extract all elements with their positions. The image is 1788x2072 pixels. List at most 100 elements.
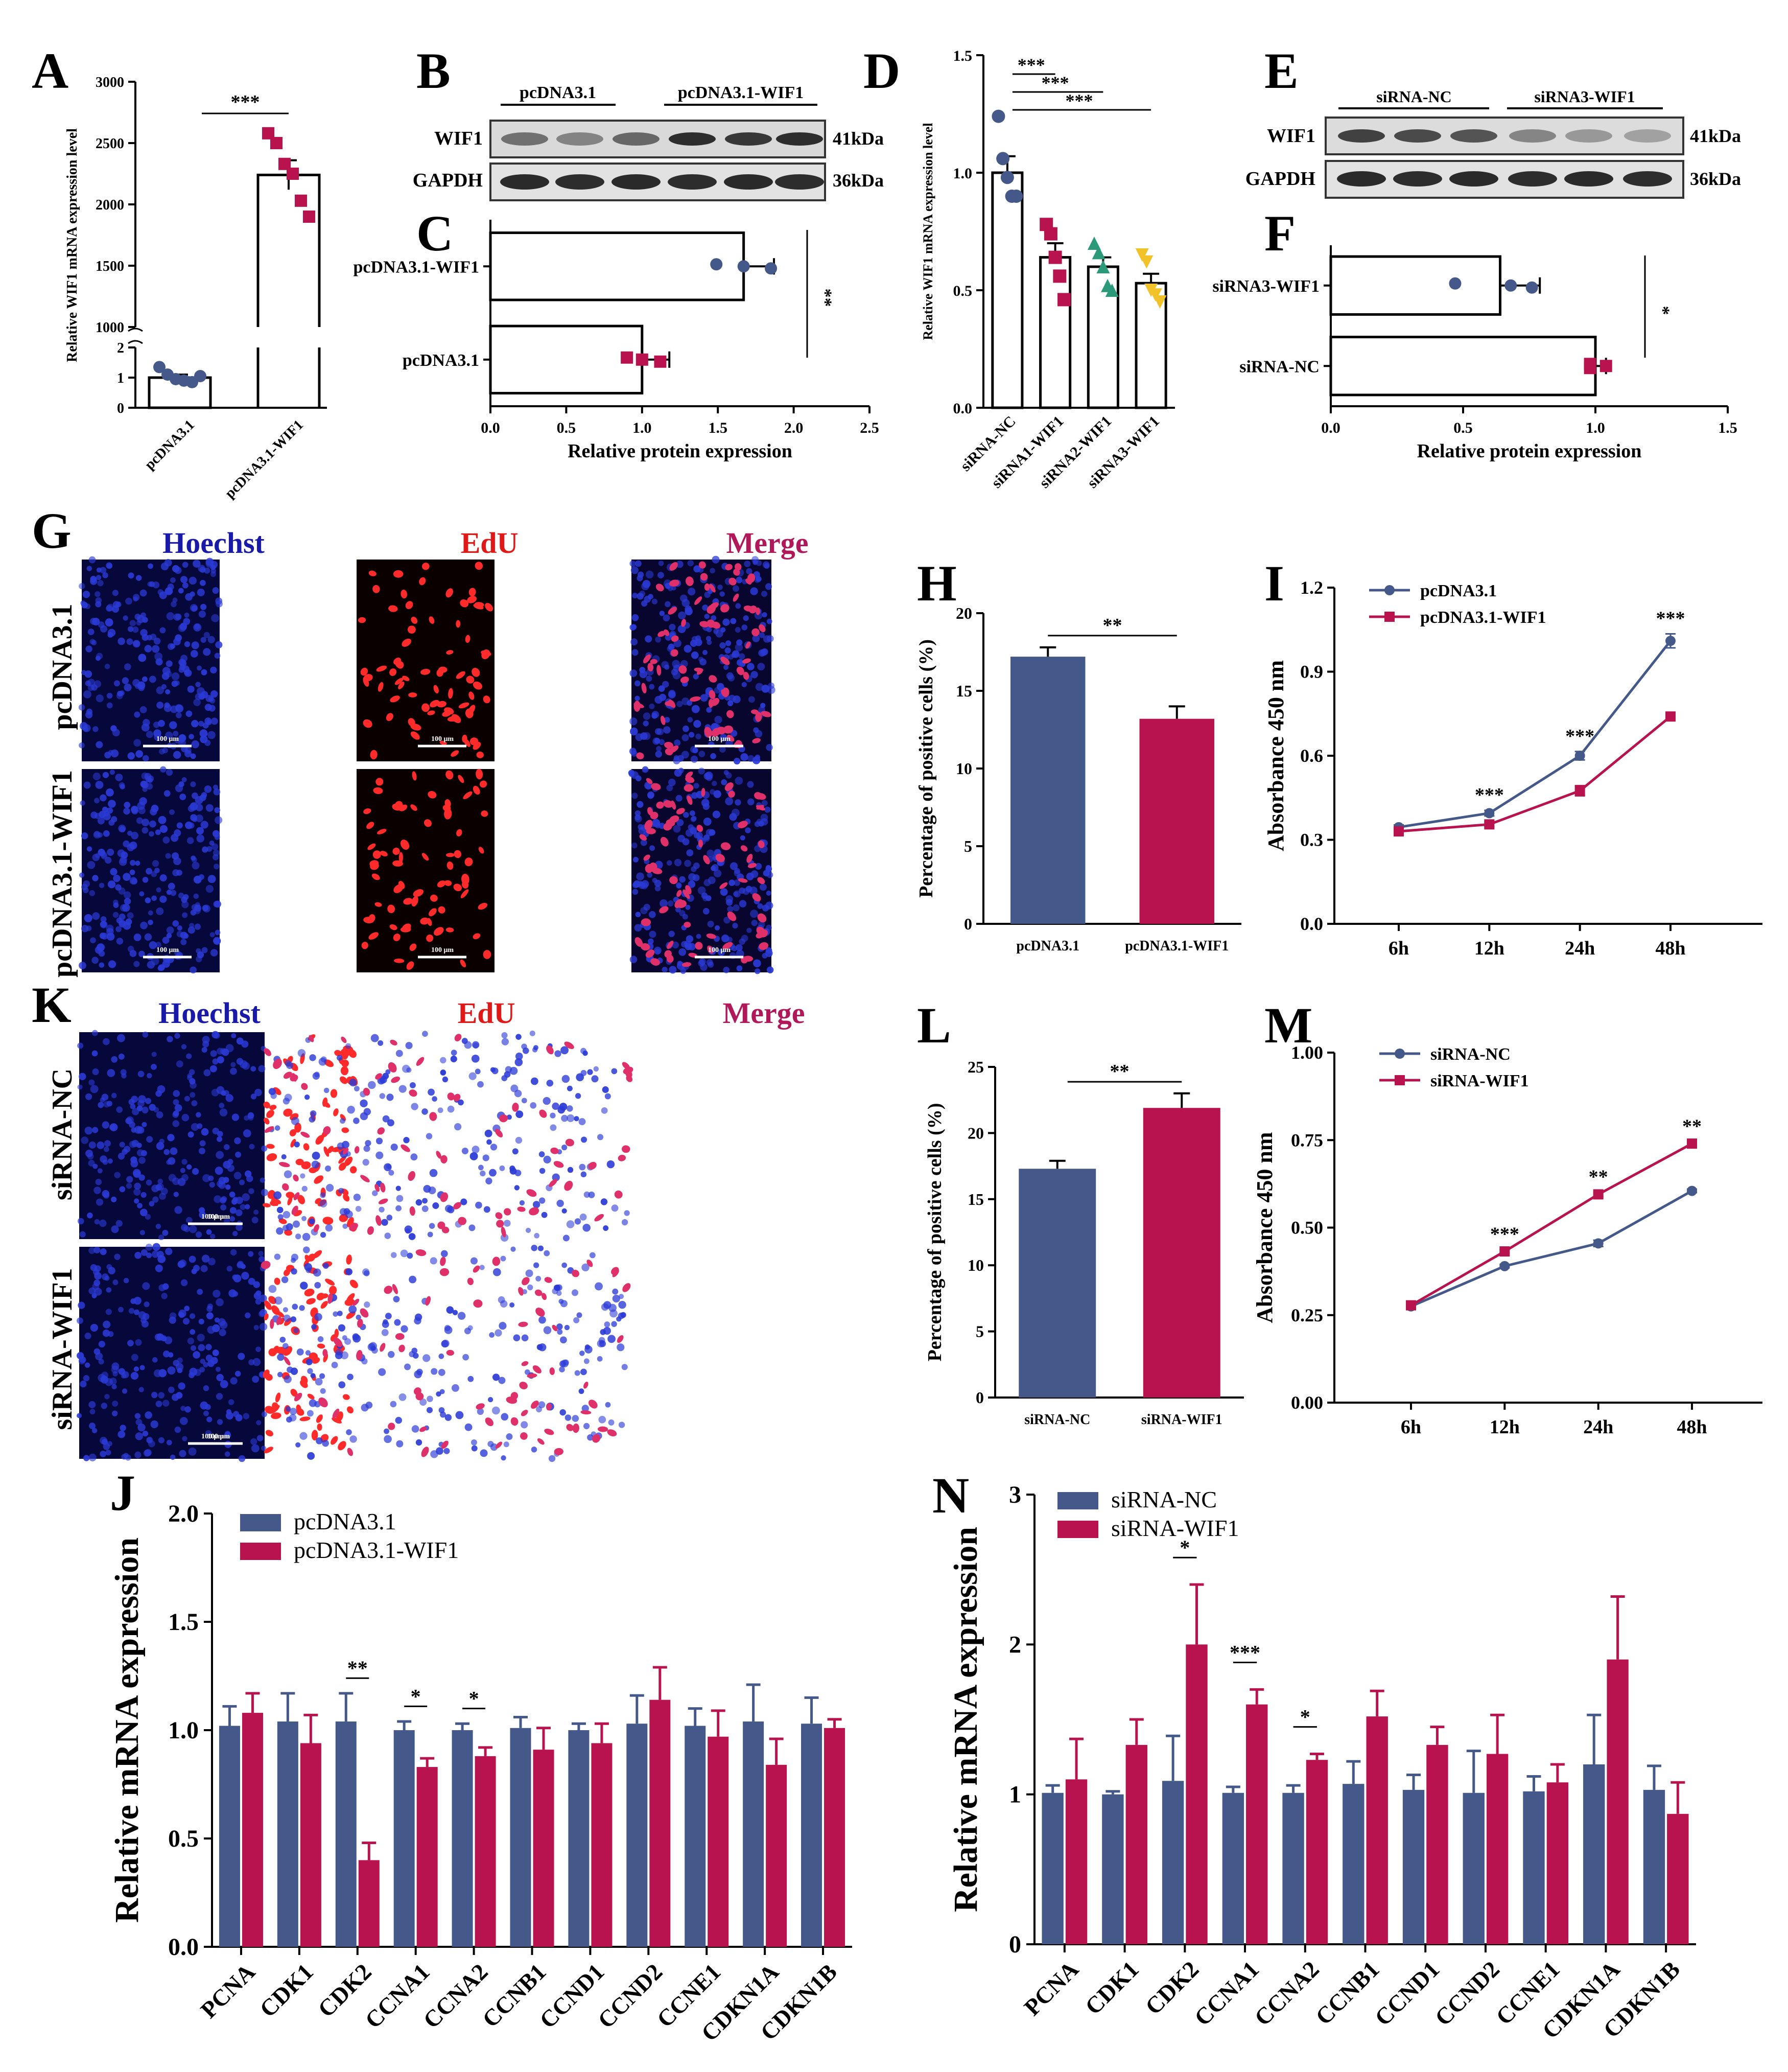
nucleus (713, 628, 719, 634)
y-axis-label: Relative WIF1 mRNA expression level (64, 128, 80, 362)
nucleus (182, 1318, 190, 1325)
edu-cell (282, 1183, 289, 1191)
nucleus (710, 753, 716, 759)
edu-cell (564, 1041, 574, 1050)
nucleus (428, 1186, 436, 1195)
edu-cell (474, 602, 484, 608)
nucleus (127, 945, 134, 952)
edu-cell (476, 751, 484, 758)
nucleus (460, 1198, 467, 1205)
edu-cell (314, 1175, 324, 1184)
edu-cell (266, 1144, 275, 1149)
nucleus (597, 1356, 603, 1362)
bar (452, 1730, 473, 1947)
y-tick-label: 15 (956, 682, 972, 700)
scale-bar-label: 100 μm (201, 1213, 224, 1221)
edu-cell (327, 1293, 333, 1304)
nucleus (503, 1441, 509, 1448)
legend-label: siRNA-WIF1 (1111, 1515, 1239, 1541)
nucleus (315, 1378, 323, 1386)
blot-band (725, 132, 772, 146)
nucleus (165, 670, 172, 678)
edu-cell (408, 692, 417, 697)
nucleus (325, 1184, 334, 1192)
nucleus (724, 647, 731, 654)
nucleus (127, 752, 135, 760)
edu-cell (308, 1253, 316, 1262)
nucleus (216, 1373, 224, 1382)
edu-cell (661, 715, 666, 725)
nucleus (695, 635, 701, 641)
nucleus (304, 1095, 310, 1100)
edu-cell (542, 1293, 547, 1300)
blot-band (776, 132, 823, 146)
edu-cell (634, 937, 643, 947)
nucleus (149, 820, 156, 828)
nucleus (131, 1139, 139, 1147)
nucleus (146, 1136, 153, 1143)
nucleus (736, 944, 743, 951)
nucleus (642, 766, 649, 773)
edu-cell (751, 709, 759, 714)
y-tick-label: 1000 (96, 320, 124, 336)
nucleus (215, 816, 223, 824)
nucleus (587, 1069, 593, 1075)
nucleus (637, 801, 644, 808)
nucleus (224, 1431, 231, 1437)
nucleus (591, 1075, 599, 1083)
nucleus (538, 1151, 545, 1157)
nucleus (145, 1098, 152, 1104)
nucleus (169, 721, 177, 729)
nucleus (543, 1155, 551, 1163)
edu-cell (473, 933, 481, 940)
nucleus (184, 750, 192, 758)
nucleus (168, 882, 175, 890)
nucleus (228, 1399, 234, 1405)
edu-cell (447, 1092, 455, 1101)
edu-cell (360, 1175, 370, 1182)
nucleus (581, 1263, 590, 1272)
nucleus (214, 864, 220, 870)
nucleus (95, 1178, 102, 1185)
nucleus (375, 1151, 384, 1159)
nucleus (521, 1421, 528, 1429)
nucleus (88, 1247, 96, 1254)
nucleus (444, 1325, 453, 1334)
nucleus (236, 1224, 243, 1231)
y-tick-label: 1.5 (953, 48, 973, 64)
x-tick-label: CCND2 (1430, 1956, 1504, 2031)
edu-cell (400, 926, 411, 933)
nucleus (560, 1046, 569, 1055)
nucleus (401, 1325, 408, 1333)
edu-cell (421, 703, 430, 712)
nucleus (254, 1088, 262, 1097)
edu-cell (572, 1269, 579, 1277)
nucleus (79, 962, 86, 969)
edu-cell (439, 740, 447, 746)
bar (1019, 1169, 1096, 1398)
nucleus (204, 785, 212, 793)
edu-cell (378, 682, 384, 692)
nucleus (310, 1373, 316, 1379)
nucleus (172, 920, 179, 927)
nucleus (296, 1348, 304, 1356)
nucleus (667, 900, 674, 907)
micro-tile-bg (82, 560, 220, 761)
nucleus (133, 1366, 139, 1372)
edu-cell (301, 1161, 311, 1170)
nucleus (740, 835, 745, 841)
edu-cell (374, 902, 382, 907)
nucleus (766, 635, 774, 642)
nucleus (90, 1323, 99, 1332)
nucleus (177, 1367, 183, 1373)
nucleus (707, 626, 712, 633)
nucleus (198, 874, 204, 880)
nucleus (145, 1214, 151, 1220)
edu-cell (368, 914, 375, 922)
nucleus (300, 1282, 308, 1290)
nucleus (455, 1411, 464, 1419)
nucleus (676, 819, 684, 826)
chart-f: 0.0 0.5 1.0 1.5siRNA3-WIF1siRNA-NCRelative … (1212, 245, 1737, 462)
nucleus (310, 1110, 317, 1117)
edu-cell (375, 778, 384, 786)
